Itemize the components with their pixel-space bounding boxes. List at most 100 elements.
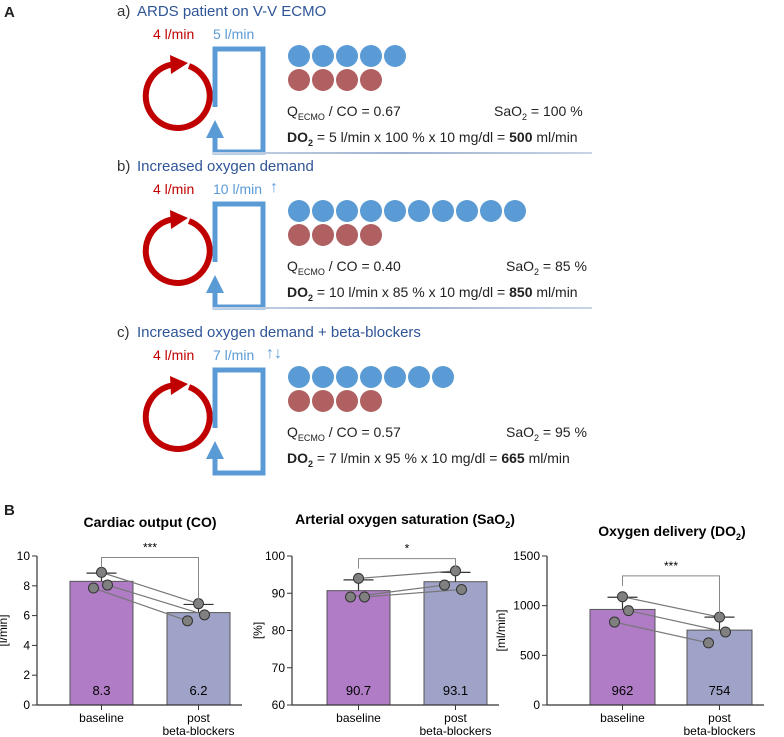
data-point [456, 584, 467, 596]
circulation-diagram [142, 367, 266, 476]
chart-title-subscript: 2 [736, 532, 741, 542]
x-tick-label-baseline: baseline [600, 711, 645, 725]
bar-value-label: 754 [709, 683, 731, 698]
red-flow-dots [288, 390, 382, 412]
bar-post [686, 629, 753, 706]
data-point [88, 582, 99, 594]
red-flow-dots [288, 224, 382, 246]
bar-post [423, 581, 488, 706]
deoxygenated-flow-dot [360, 69, 382, 91]
sao2-value: SaO2 = 85 % [506, 258, 587, 277]
data-point [720, 626, 731, 638]
section-divider [212, 307, 592, 309]
chart-3: Oxygen delivery (DO2)962 754***0500100015… [494, 523, 764, 737]
scenario-letter: b) [117, 158, 131, 175]
scenario-letter: a) [117, 3, 131, 20]
ecmo-flow-rate: 7 l/min [213, 347, 255, 363]
flow-ratio: QECMO / CO = 0.40 [287, 258, 401, 277]
bar-value-label: 6.2 [189, 683, 207, 698]
ecmo-circuit-arrow-icon [212, 367, 266, 476]
oxygenated-flow-dot [336, 200, 358, 222]
y-tick-label: 8 [23, 579, 30, 593]
do2-formula: DO2 = 5 l/min x 100 % x 10 mg/dl = 500 m… [287, 129, 578, 148]
data-point [182, 615, 193, 627]
bar-value-label: 962 [612, 683, 634, 698]
native-flow-rate: 4 l/min [153, 181, 195, 197]
y-tick-label: 6 [23, 609, 30, 623]
oxygenated-flow-dot [336, 45, 358, 67]
bar-value-label: 90.7 [346, 683, 371, 698]
deoxygenated-flow-dot [360, 390, 382, 412]
y-tick-label: 90 [272, 586, 286, 600]
x-tick-label-beta-blockers: beta-blockers [683, 724, 755, 737]
sao2-value: SaO2 = 100 % [494, 103, 583, 122]
bar-post [166, 612, 231, 706]
oxygenated-flow-dot [312, 366, 334, 388]
x-tick-label-post: post [708, 711, 731, 725]
native-flow-rate: 4 l/min [153, 26, 195, 42]
panel-b-label: B [4, 502, 15, 519]
paired-line [93, 587, 188, 622]
native-circulation-arrow-icon [142, 376, 213, 452]
deoxygenated-flow-dot [312, 224, 334, 246]
bar-baseline [589, 608, 656, 706]
scenario-letter: c) [117, 324, 130, 341]
data-point [102, 579, 113, 591]
oxygenated-flow-dot [360, 45, 382, 67]
chart-title: Arterial oxygen saturation (SaO2) [295, 511, 515, 530]
deoxygenated-flow-dot [312, 69, 334, 91]
y-tick-label: 10 [17, 549, 31, 563]
ecmo-flow-rate: 10 l/min [213, 181, 263, 197]
data-point [439, 579, 450, 591]
data-point [617, 591, 628, 603]
oxygenated-flow-dot [384, 200, 406, 222]
data-point [359, 591, 370, 603]
blue-flow-dots [288, 366, 454, 388]
do2-formula: DO2 = 10 l/min x 85 % x 10 mg/dl = 850 m… [287, 284, 578, 303]
oxygenated-flow-dot [312, 200, 334, 222]
chart-title-subscript: 2 [505, 520, 510, 530]
y-tick-label: 0 [23, 698, 30, 712]
oxygenated-flow-dot [288, 45, 310, 67]
paired-line [628, 610, 726, 633]
y-axis-label: [ml/min] [494, 610, 508, 652]
paired-line [364, 588, 462, 598]
chart-title: Oxygen delivery (DO2) [598, 523, 745, 542]
ecmo-flow-rate: 5 l/min [213, 26, 255, 42]
deoxygenated-flow-dot [336, 224, 358, 246]
paired-line [614, 621, 709, 644]
y-axis-label: [l/min] [0, 614, 10, 646]
oxygenated-flow-dot [456, 200, 478, 222]
y-axis-label: [%] [251, 622, 265, 639]
oxygenated-flow-dot [288, 366, 310, 388]
do2-formula: DO2 = 7 l/min x 95 % x 10 mg/dl = 665 ml… [287, 450, 570, 469]
scenario-title: Increased oxygen demand + beta-blockers [137, 324, 421, 341]
bar-value-label: 8.3 [92, 683, 110, 698]
deoxygenated-flow-dot [288, 390, 310, 412]
flow-change-arrows-icon: ↑↓ [266, 345, 282, 362]
oxygenated-flow-dot [312, 45, 334, 67]
oxygenated-flow-dot [480, 200, 502, 222]
bar-baseline [326, 590, 391, 706]
y-tick-label: 70 [272, 661, 286, 675]
y-tick-label: 1000 [513, 599, 540, 613]
scenario-a: a) ARDS patient on V-V ECMO 4 l/min 5 l/… [0, 0, 784, 160]
oxygenated-flow-dot [408, 200, 430, 222]
y-tick-label: 2 [23, 668, 30, 682]
significance-bracket [101, 556, 199, 602]
deoxygenated-flow-dot [288, 69, 310, 91]
data-point [353, 572, 364, 584]
chart-title-text: Cardiac output (CO) [84, 514, 217, 530]
x-tick-label-baseline: baseline [79, 711, 124, 725]
oxygenated-flow-dot [504, 200, 526, 222]
x-tick-label-beta-blockers: beta-blockers [162, 724, 234, 737]
oxygenated-flow-dot [288, 200, 310, 222]
significance-stars: *** [143, 540, 157, 554]
blue-flow-dots [288, 200, 526, 222]
red-flow-dots [288, 69, 382, 91]
data-point [623, 605, 634, 617]
scenario-b: b) Increased oxygen demand 4 l/min 10 l/… [0, 155, 784, 315]
deoxygenated-flow-dot [360, 224, 382, 246]
